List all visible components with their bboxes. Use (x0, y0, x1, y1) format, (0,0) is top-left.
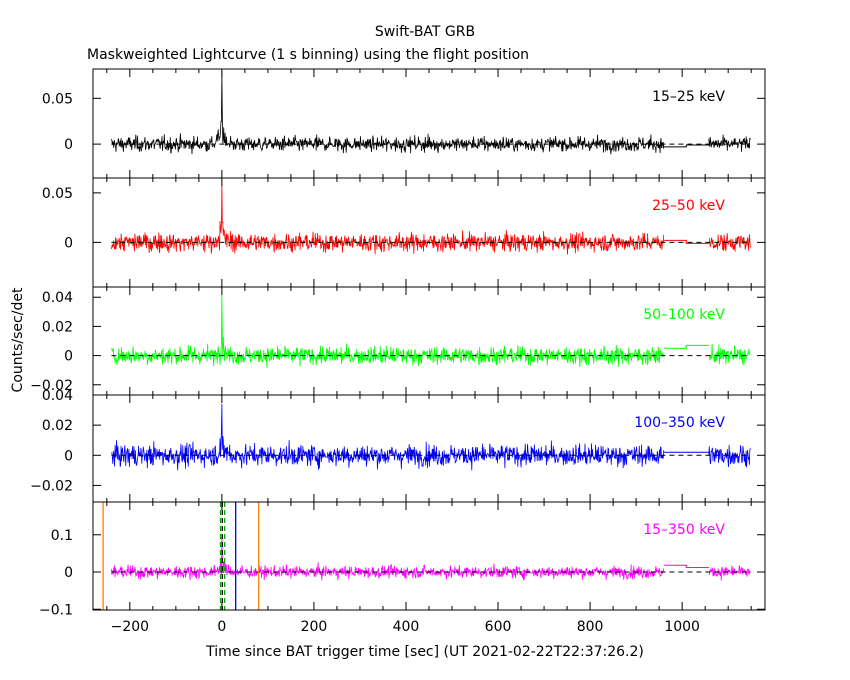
y-tick-label: 0 (64, 448, 73, 464)
panel-3: −0.02 0 0.02 0.04 50–100 keV (30, 286, 766, 396)
y-tick-label: 0.05 (42, 91, 73, 107)
energy-band-label: 50–100 keV (643, 307, 725, 323)
series-line (111, 182, 751, 255)
y-tick-label: 0.04 (42, 290, 73, 306)
panel-frame (92, 68, 766, 179)
series-line (111, 403, 751, 471)
figure-title: Swift-BAT GRB (375, 24, 475, 40)
x-axis-label: Time since BAT trigger time [sec] (UT 20… (205, 644, 644, 660)
y-tick-label: 0.02 (42, 319, 73, 335)
y-tick-label: 0 (64, 235, 73, 251)
y-tick-label: 0.02 (42, 418, 73, 434)
x-tick-label: 0 (217, 619, 226, 635)
y-tick-label: 0.05 (42, 186, 73, 202)
figure-subtitle: Maskweighted Lightcurve (1 s binning) us… (87, 47, 529, 63)
series-line (111, 534, 751, 581)
y-axis-label: Counts/sec/det (10, 287, 26, 392)
x-tick-label: 800 (577, 619, 604, 635)
panel-frame (92, 501, 766, 611)
panel-2: 0 0.05 25–50 keV (42, 177, 766, 288)
y-tick-label: 0.04 (42, 388, 73, 404)
x-tick-label: 1000 (664, 619, 700, 635)
x-tick-label: 600 (485, 619, 512, 635)
panel-frame (92, 177, 766, 288)
gap-step-line (663, 564, 709, 569)
y-tick-label: −0.1 (39, 602, 73, 618)
x-tick-label: 200 (301, 619, 328, 635)
panel-frame (92, 286, 766, 396)
panel-5: −0.1 0 0.1 15–350 keV (39, 501, 766, 618)
y-tick-label: 0 (64, 565, 73, 581)
y-tick-label: −0.02 (30, 378, 73, 394)
series-line (111, 294, 751, 369)
gap-step-line (663, 144, 709, 148)
energy-band-label: 15–350 keV (643, 522, 725, 538)
x-tick-label: −200 (111, 619, 149, 635)
y-tick-label: 0.1 (51, 528, 73, 544)
gap-step-line (663, 344, 709, 349)
x-tick-label: 400 (393, 619, 420, 635)
gap-step-line (663, 239, 709, 244)
panel-4: −0.02 0 0.02 0.04 100–350 keV (30, 388, 766, 503)
y-tick-label: 0 (64, 137, 73, 153)
energy-band-label: 25–50 keV (652, 198, 725, 214)
energy-band-label: 100–350 keV (634, 415, 725, 431)
y-tick-label: −0.02 (30, 478, 73, 494)
panels: 0 0.05 15–25 keV 0 0.05 25–50 keV −0.02 0 0.02 0.… (30, 68, 766, 635)
panel-1: 0 0.05 15–25 keV (42, 68, 766, 179)
series-line (111, 70, 751, 155)
y-tick-label: 0 (64, 349, 73, 365)
energy-band-label: 15–25 keV (652, 89, 725, 105)
